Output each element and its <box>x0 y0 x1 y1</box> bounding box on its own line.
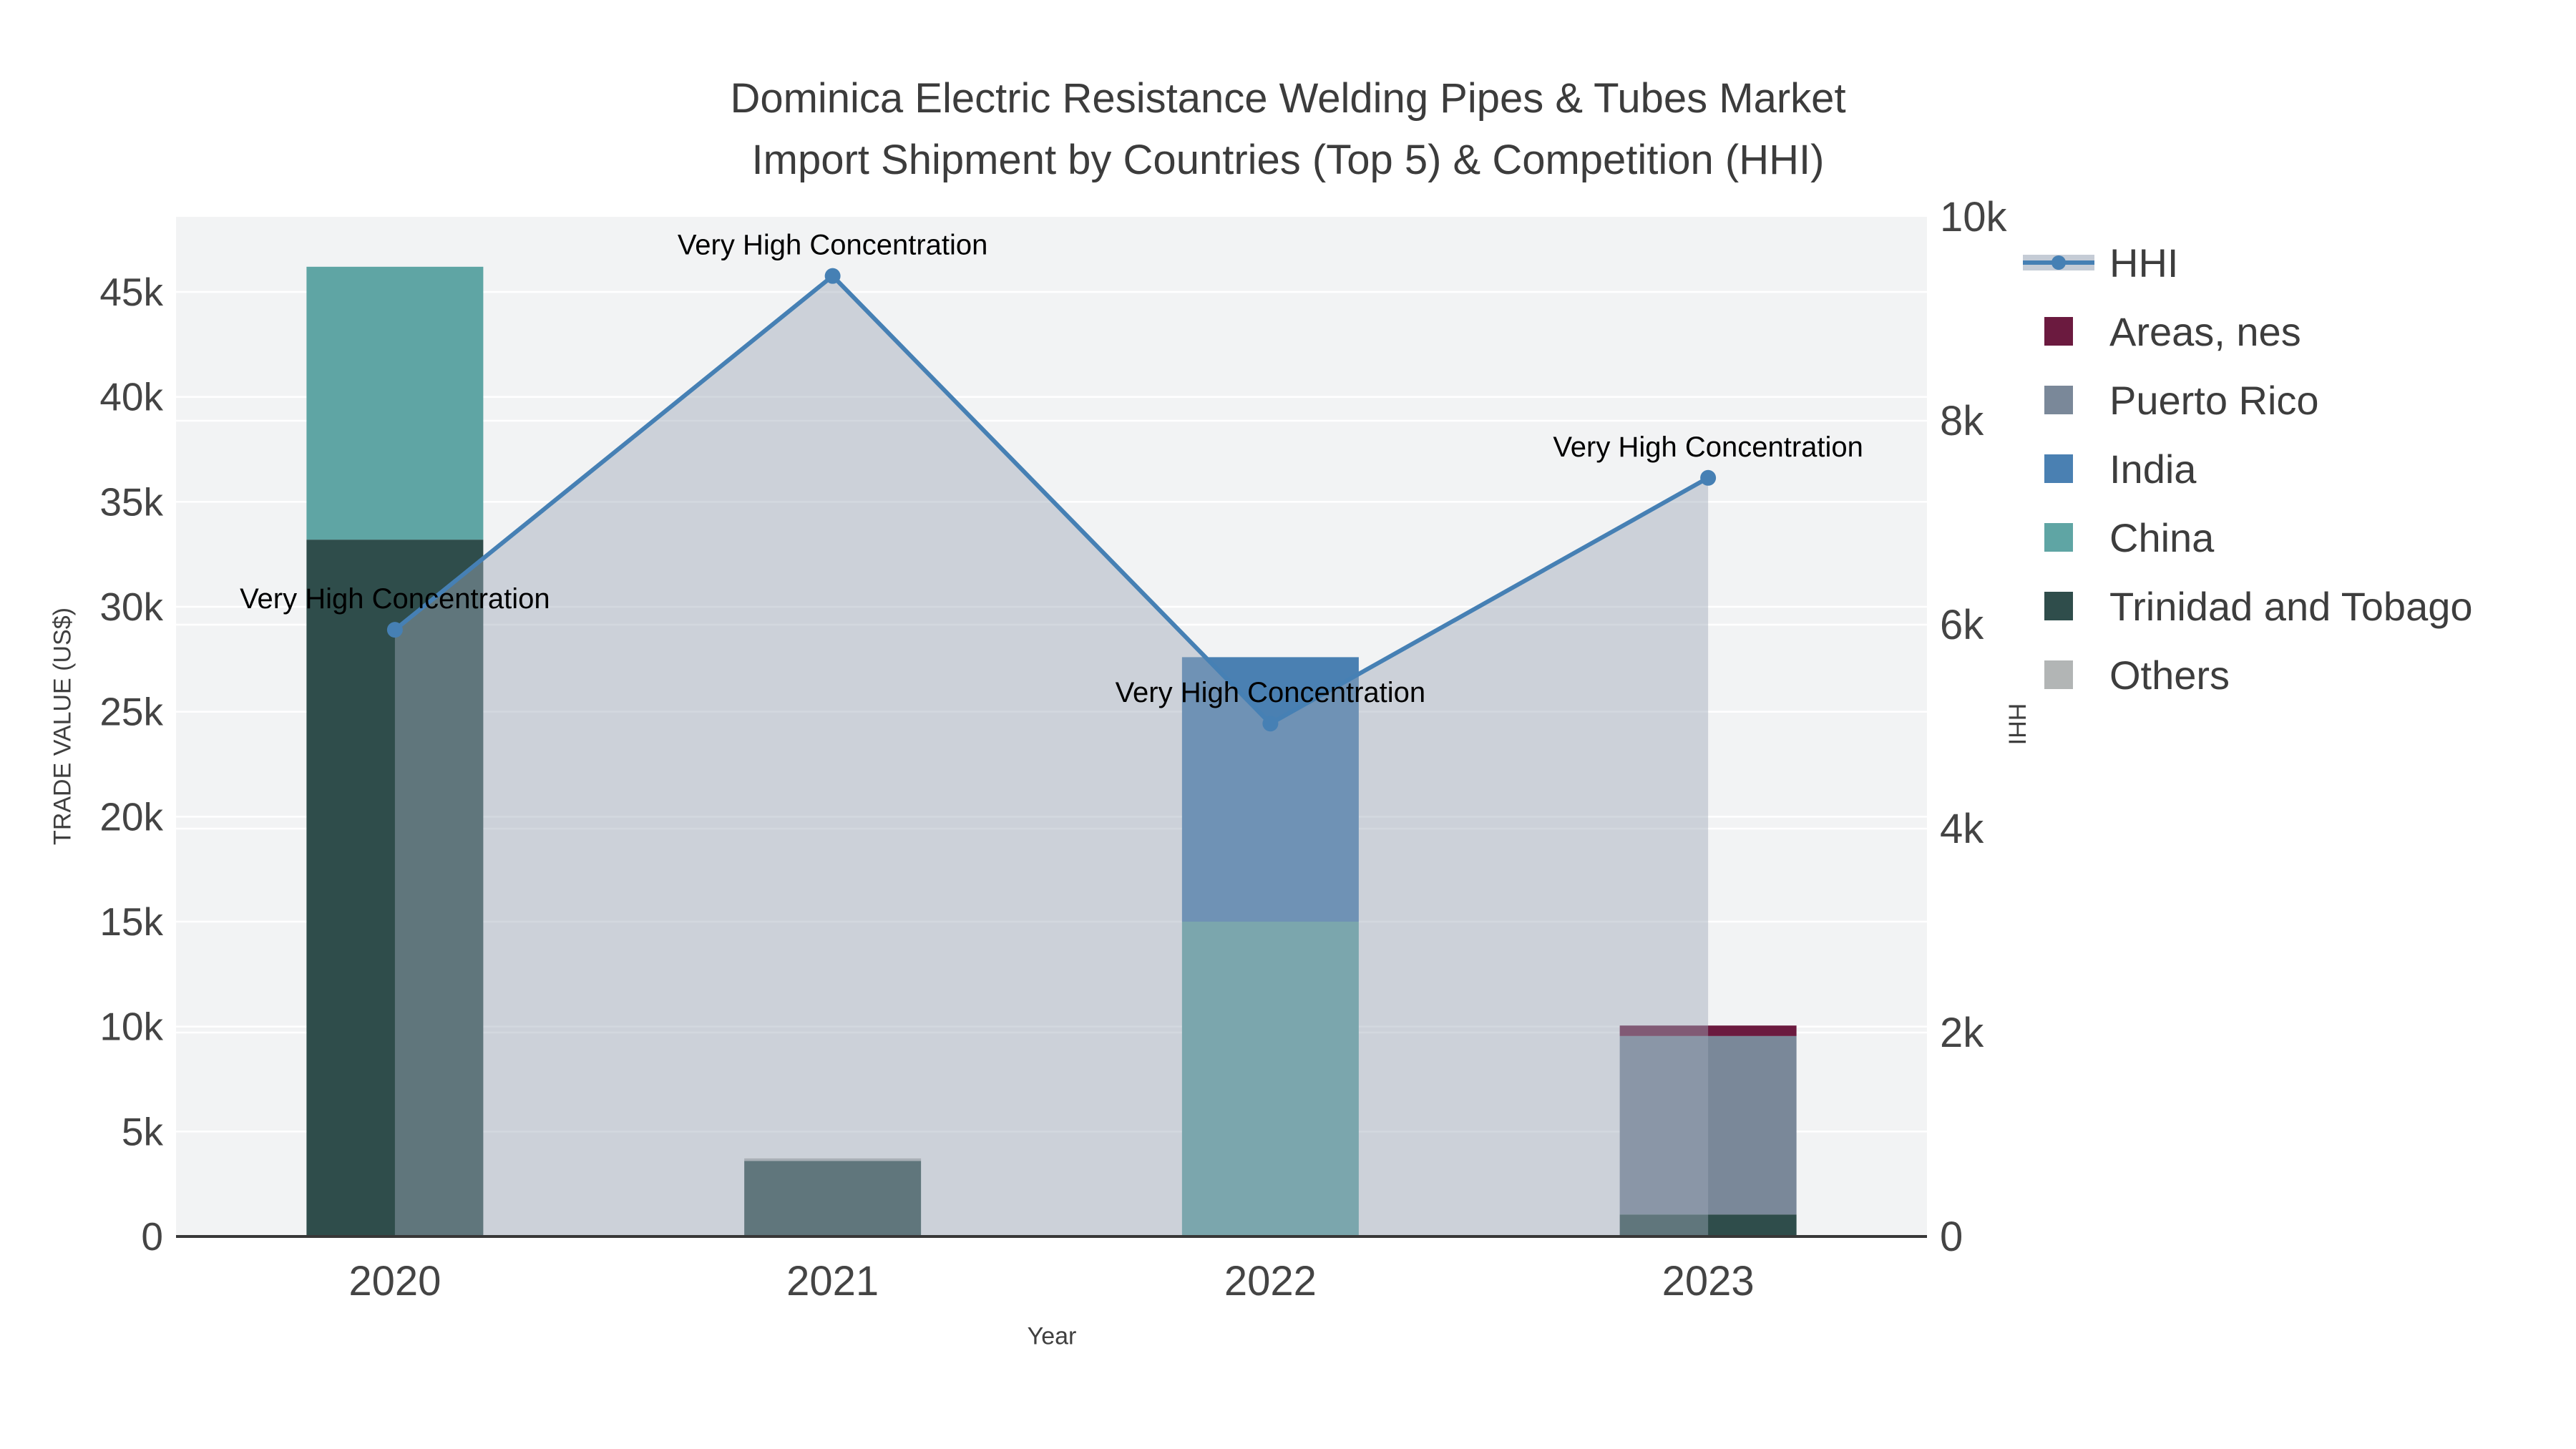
legend-swatch-puerto-rico-icon <box>2021 384 2097 416</box>
x-axis-tick-2023: 2023 <box>1662 1258 1755 1304</box>
chart-title: Dominica Electric Resistance Welding Pip… <box>0 68 2576 191</box>
hhi-marker-2020[interactable] <box>386 622 403 638</box>
chart-title-line2: Import Shipment by Countries (Top 5) & C… <box>751 137 1825 183</box>
legend-swatch-india-icon <box>2021 453 2097 484</box>
x-axis-tick-2020: 2020 <box>348 1258 441 1304</box>
hhi-marker-2022[interactable] <box>1262 716 1279 732</box>
legend-swatch-areas-nes-icon <box>2021 316 2097 347</box>
bar-segment-china-2020[interactable] <box>306 266 484 540</box>
bar-segment-trinidad-and-tobago-2020[interactable] <box>306 540 484 1236</box>
legend-item-areas-nes[interactable]: Areas, nes <box>2021 297 2473 366</box>
annotation-2021: Very High Concentration <box>678 230 988 261</box>
y-axis-tick-45k: 45k <box>99 270 163 314</box>
hhi-area-fill <box>394 275 1709 1236</box>
legend-item-puerto-rico[interactable]: Puerto Rico <box>2021 366 2473 434</box>
y-axis-tick-20k: 20k <box>99 794 163 839</box>
y2-axis-tick-6k: 6k <box>1940 602 1984 648</box>
legend-swatch-others-icon <box>2021 659 2097 691</box>
swatch-icon <box>2044 386 2073 414</box>
legend-label-areas-nes: Areas, nes <box>2109 308 2301 354</box>
legend-item-india[interactable]: India <box>2021 434 2473 503</box>
legend-swatch-china-icon <box>2021 522 2097 553</box>
legend-label-china: China <box>2109 514 2215 560</box>
legend-label-others: Others <box>2109 652 2230 698</box>
swatch-icon <box>2044 317 2073 346</box>
hhi-marker-2021[interactable] <box>824 268 841 284</box>
y-axis-tick-10k: 10k <box>99 1005 163 1049</box>
y-axis-tick-0: 0 <box>141 1214 163 1259</box>
legend-label-hhi: HHI <box>2109 240 2179 286</box>
annotation-2023: Very High Concentration <box>1553 431 1863 463</box>
y-axis-tick-35k: 35k <box>99 479 163 524</box>
hhi-dot-icon <box>2051 255 2066 270</box>
y-axis-tick-15k: 15k <box>99 899 163 944</box>
annotation-2020: Very High Concentration <box>240 583 550 615</box>
bar-segment-areas-nes-2023[interactable] <box>1619 1025 1797 1036</box>
chart-title-line1: Dominica Electric Resistance Welding Pip… <box>730 75 1846 122</box>
y-axis-tick-30k: 30k <box>99 585 163 629</box>
y-axis-tick-25k: 25k <box>99 690 163 734</box>
bar-segment-china-2022[interactable] <box>1181 922 1359 1236</box>
hhi-marker-2023[interactable] <box>1700 469 1717 486</box>
y2-axis-tick-10k: 10k <box>1940 194 2008 240</box>
legend-swatch-trinidad-and-tobago-icon <box>2021 590 2097 622</box>
y-axis-title: TRADE VALUE (US$) <box>49 608 77 845</box>
y2-axis-tick-8k: 8k <box>1940 398 1984 444</box>
swatch-icon <box>2044 523 2073 552</box>
y-axis-tick-40k: 40k <box>99 375 163 419</box>
bar-segment-trinidad-and-tobago-2023[interactable] <box>1619 1214 1797 1236</box>
bar-segment-puerto-rico-2023[interactable] <box>1619 1035 1797 1215</box>
x-axis-title: Year <box>1027 1322 1077 1350</box>
y2-axis-title: HHI <box>2003 703 2031 746</box>
hhi-line <box>393 273 1709 726</box>
hhi-line-icon <box>2021 247 2097 278</box>
legend-item-china[interactable]: China <box>2021 503 2473 572</box>
bar-segment-india-2022[interactable] <box>1181 657 1359 922</box>
legend-item-trinidad-and-tobago[interactable]: Trinidad and Tobago <box>2021 572 2473 640</box>
legend-item-hhi[interactable]: HHI <box>2021 228 2473 297</box>
y2-axis-tick-0: 0 <box>1940 1214 1963 1260</box>
annotation-2022: Very High Concentration <box>1116 677 1426 708</box>
swatch-icon <box>2044 454 2073 483</box>
y2-axis-tick-2k: 2k <box>1940 1010 1984 1056</box>
x-axis-tick-2022: 2022 <box>1224 1258 1317 1304</box>
legend-label-india: India <box>2109 446 2197 492</box>
legend-item-others[interactable]: Others <box>2021 640 2473 709</box>
legend: HHI Areas, nes Puerto Rico India China Trinid… <box>2021 228 2473 709</box>
bar-segment-others-2021[interactable] <box>744 1158 922 1161</box>
bar-segment-trinidad-and-tobago-2021[interactable] <box>744 1161 922 1236</box>
x-axis-tick-2021: 2021 <box>786 1258 879 1304</box>
y-axis-tick-5k: 5k <box>122 1109 164 1153</box>
swatch-icon <box>2044 592 2073 620</box>
legend-label-puerto-rico: Puerto Rico <box>2109 377 2319 423</box>
legend-label-trinidad-and-tobago: Trinidad and Tobago <box>2109 583 2473 629</box>
y2-axis-tick-4k: 4k <box>1940 806 1984 852</box>
swatch-icon <box>2044 660 2073 689</box>
